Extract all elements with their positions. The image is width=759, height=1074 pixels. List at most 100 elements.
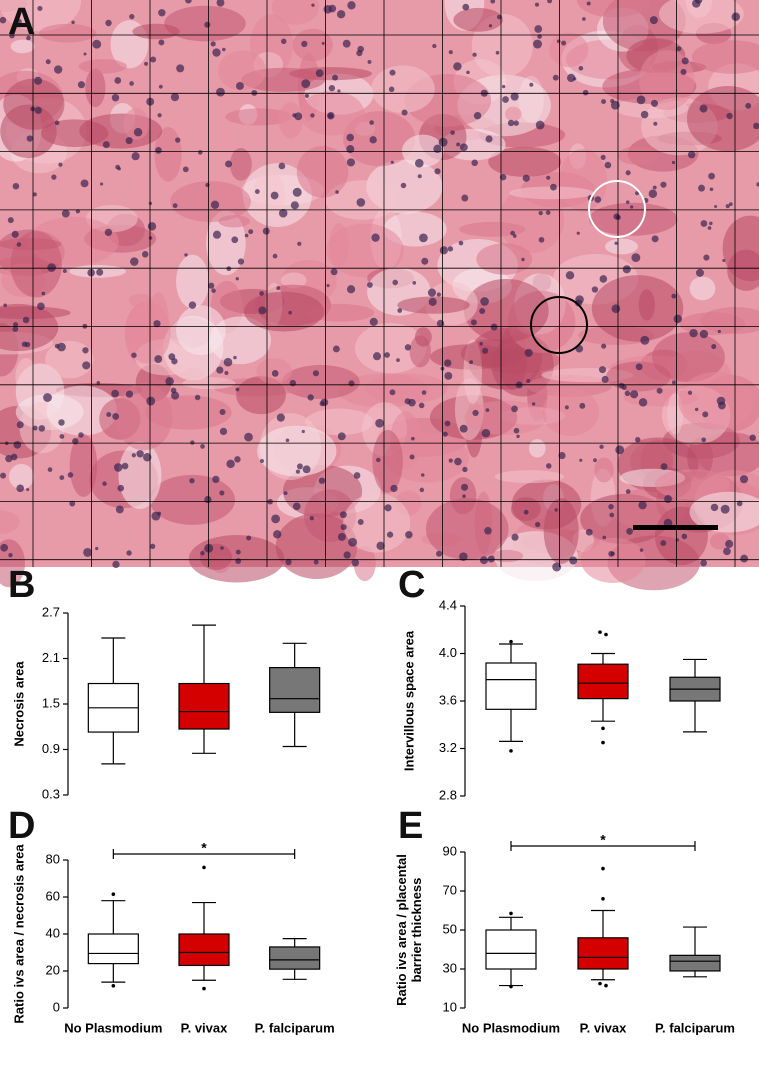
nucleus xyxy=(357,519,364,525)
nucleus xyxy=(534,2,540,7)
y-tick-label: 90 xyxy=(443,843,457,858)
tissue-blob xyxy=(9,463,34,490)
nucleus xyxy=(404,344,412,351)
box xyxy=(178,682,230,730)
nucleus xyxy=(523,509,529,515)
nucleus xyxy=(112,560,120,569)
nucleus xyxy=(700,559,707,567)
box xyxy=(269,666,321,713)
nucleus xyxy=(736,500,743,507)
nucleus xyxy=(444,420,451,427)
tissue-blob xyxy=(401,134,444,168)
nucleus xyxy=(26,35,31,41)
nucleus xyxy=(204,495,212,504)
nucleus xyxy=(95,546,99,551)
nucleus xyxy=(652,185,657,190)
nucleus xyxy=(104,228,113,237)
nucleus xyxy=(681,57,689,65)
nucleus xyxy=(610,98,615,104)
nucleus xyxy=(650,99,659,107)
nucleus xyxy=(593,458,597,463)
nucleus xyxy=(16,421,24,429)
tissue-blob xyxy=(218,50,267,91)
nucleus xyxy=(32,192,37,197)
nucleus xyxy=(155,146,162,154)
nucleus xyxy=(171,358,178,365)
y-axis-label: Necrosis area xyxy=(11,661,26,747)
nucleus xyxy=(276,286,281,291)
x-tick-label: No Plasmodium xyxy=(462,1020,560,1035)
nucleus xyxy=(234,456,241,463)
nucleus xyxy=(58,162,63,167)
nucleus xyxy=(32,425,38,431)
nucleus xyxy=(708,172,715,180)
nucleus xyxy=(83,52,87,56)
nucleus xyxy=(554,508,558,512)
tissue-blob xyxy=(252,171,285,220)
nucleus xyxy=(526,379,531,384)
nucleus xyxy=(396,358,400,363)
nucleus xyxy=(502,84,506,89)
nucleus xyxy=(131,453,136,458)
y-tick-label: 80 xyxy=(46,851,60,866)
tissue-blob xyxy=(244,291,325,332)
outlier xyxy=(509,911,513,916)
nucleus xyxy=(676,46,682,52)
nucleus xyxy=(233,355,237,360)
nucleus xyxy=(105,19,112,27)
nucleus xyxy=(720,504,730,514)
nucleus xyxy=(714,204,718,208)
nucleus xyxy=(336,10,346,19)
nucleus xyxy=(96,268,104,276)
nucleus xyxy=(158,39,165,46)
tissue-blob xyxy=(605,238,638,255)
outlier xyxy=(111,892,116,897)
tissue-blob xyxy=(558,149,608,212)
nucleus xyxy=(315,69,324,78)
nucleus xyxy=(69,500,76,507)
nucleus xyxy=(731,12,741,22)
nucleus xyxy=(625,170,631,176)
nucleus xyxy=(326,284,330,288)
y-tick-label: 1.5 xyxy=(42,695,60,710)
nucleus xyxy=(283,491,288,496)
nucleus xyxy=(200,444,205,449)
nucleus xyxy=(389,389,396,396)
nucleus xyxy=(567,73,576,83)
nucleus xyxy=(219,490,225,496)
nucleus xyxy=(220,546,224,550)
x-tick-label: P. falciparum xyxy=(655,1020,735,1035)
nucleus xyxy=(453,62,462,71)
tissue-blob xyxy=(658,0,744,34)
tissue-blob xyxy=(542,388,599,436)
x-tick-label: No Plasmodium xyxy=(64,1020,162,1035)
nucleus xyxy=(438,137,448,147)
nucleus xyxy=(470,319,477,326)
nucleus xyxy=(216,366,224,374)
nucleus xyxy=(141,251,149,258)
nucleus xyxy=(610,551,615,556)
nucleus xyxy=(96,381,101,385)
nucleus xyxy=(318,477,326,484)
nucleus xyxy=(420,473,425,477)
y-tick-label: 70 xyxy=(443,882,457,897)
box xyxy=(269,946,321,970)
y-axis-label: Ratio ivs area / placental xyxy=(394,854,409,1006)
tissue-blob xyxy=(343,493,411,553)
nucleus xyxy=(579,402,586,409)
nucleus xyxy=(442,431,448,437)
nucleus xyxy=(436,292,441,297)
nucleus xyxy=(225,160,233,168)
nucleus xyxy=(5,455,13,463)
nucleus xyxy=(726,112,733,120)
nucleus xyxy=(223,357,233,367)
nucleus xyxy=(728,202,733,206)
nucleus xyxy=(33,76,43,85)
nucleus xyxy=(212,48,221,57)
nucleus xyxy=(59,475,65,481)
nucleus xyxy=(372,352,382,361)
nucleus xyxy=(513,427,520,434)
nucleus xyxy=(444,359,452,367)
tissue-blob xyxy=(225,108,293,126)
nucleus xyxy=(77,81,85,89)
